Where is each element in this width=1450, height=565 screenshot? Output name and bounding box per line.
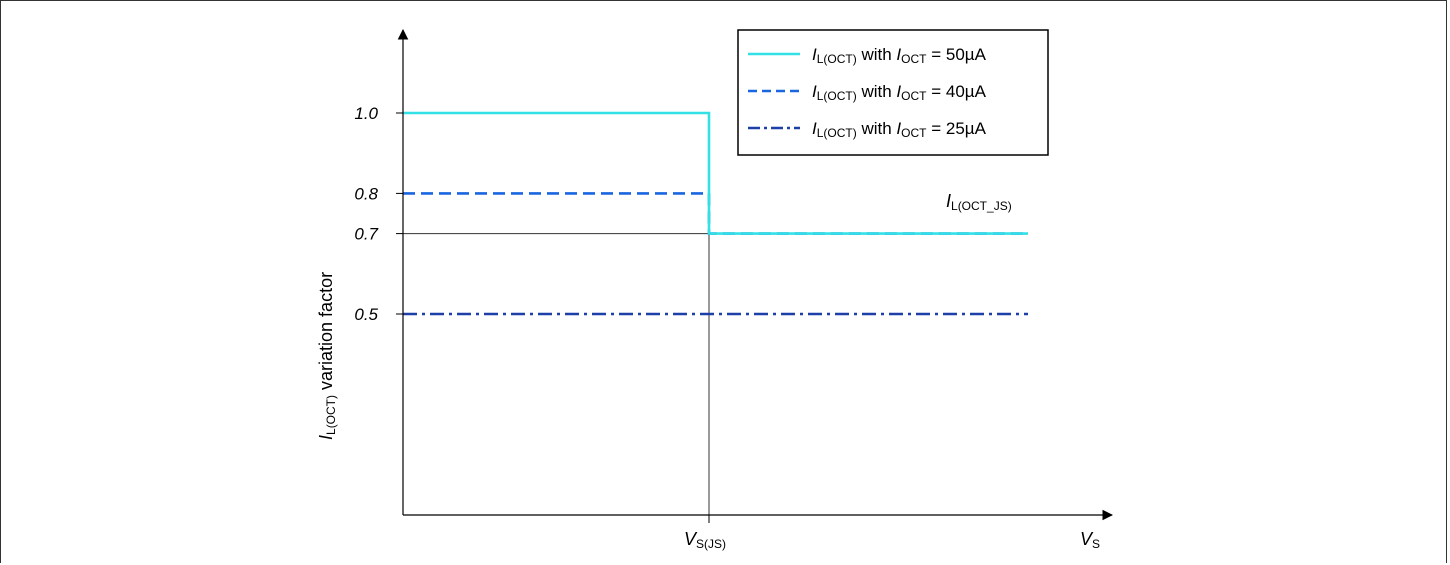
legend-label: IL(OCT) with IOCT = 25µA (812, 119, 987, 140)
y-tick-label: 1.0 (354, 104, 378, 123)
legend-label: IL(OCT) with IOCT = 40µA (812, 82, 987, 103)
y-tick-label: 0.8 (354, 184, 378, 203)
y-tick-label: 0.7 (354, 225, 378, 244)
reference-lines (403, 113, 1028, 523)
y-axis-label: IL(OCT) variation factor (316, 272, 338, 440)
series-line-solid (403, 111, 1028, 235)
axes (397, 28, 1114, 521)
y-tick-labels: 1.0 0.8 0.7 0.5 (354, 104, 710, 523)
series-line-dashed (403, 192, 1028, 235)
x-marker-label: VS(JS) (684, 529, 726, 551)
legend: IL(OCT) with IOCT = 50µA IL(OCT) with IOC… (737, 29, 1049, 156)
x-axis-label: VS (1080, 529, 1100, 551)
annotation-label: IL(OCT_JS) (946, 191, 1012, 213)
legend-box (737, 29, 1049, 156)
series-group (403, 111, 1028, 316)
legend-label: IL(OCT) with IOCT = 50µA (812, 45, 987, 66)
y-tick-label: 0.5 (354, 305, 378, 324)
